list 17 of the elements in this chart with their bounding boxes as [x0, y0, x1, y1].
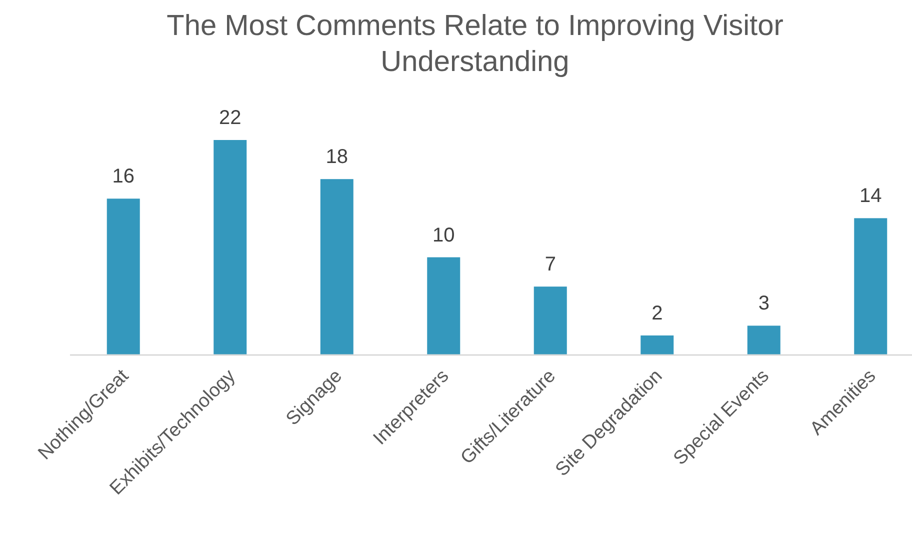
bar — [427, 257, 460, 355]
data-label: 10 — [432, 224, 455, 246]
bar — [214, 140, 247, 355]
data-label: 3 — [758, 292, 770, 315]
bar — [534, 286, 567, 355]
chart-title: The Most Comments Relate to Improving Visitor Understanding — [166, 10, 784, 78]
bar — [854, 218, 888, 355]
data-label: 7 — [544, 254, 556, 276]
data-label: 2 — [652, 302, 663, 324]
data-label: 18 — [326, 146, 348, 168]
bar — [106, 198, 140, 355]
bar — [747, 326, 780, 355]
data-label: 16 — [112, 166, 134, 188]
data-label: 22 — [219, 107, 242, 129]
bar — [640, 335, 674, 355]
bar — [320, 179, 354, 355]
data-label: 14 — [860, 185, 882, 208]
